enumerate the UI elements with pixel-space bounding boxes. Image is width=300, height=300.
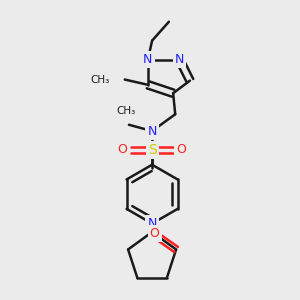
Text: N: N	[143, 53, 153, 66]
Text: O: O	[177, 143, 187, 157]
Text: CH₃: CH₃	[91, 74, 110, 85]
Text: N: N	[147, 217, 157, 230]
Text: O: O	[150, 227, 160, 240]
Text: O: O	[118, 143, 128, 157]
Text: N: N	[175, 53, 184, 66]
Text: S: S	[148, 143, 157, 157]
Text: CH₃: CH₃	[116, 106, 135, 116]
Text: N: N	[147, 124, 157, 138]
